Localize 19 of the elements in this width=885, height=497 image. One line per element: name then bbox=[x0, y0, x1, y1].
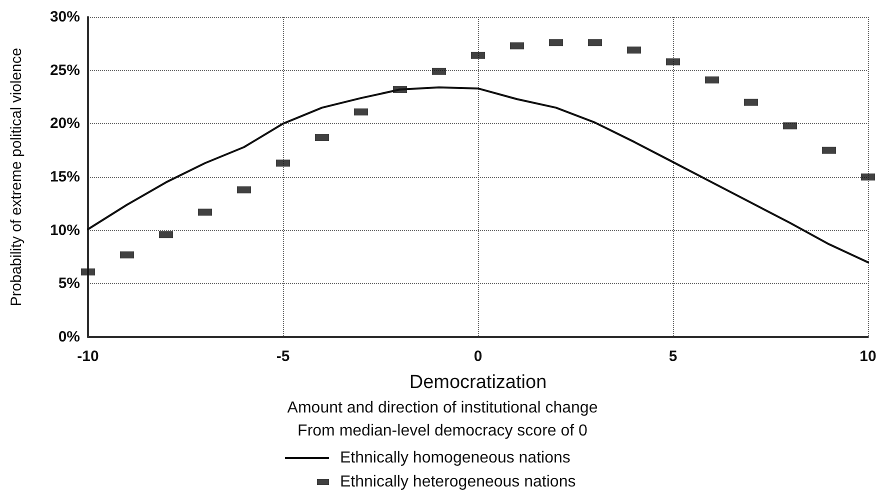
y-tick-label: 30% bbox=[50, 8, 80, 26]
text: From median-level democracy score of 0 bbox=[298, 422, 588, 440]
y-axis-title: Probability of extreme political violence bbox=[8, 48, 25, 306]
x-tick-label: 5 bbox=[668, 348, 678, 365]
text: Amount and direction of institutional change bbox=[287, 400, 598, 416]
line-series bbox=[87, 86, 869, 264]
legend-label: Ethnically heterogeneous nations bbox=[340, 474, 576, 490]
x-tick-label: 0 bbox=[474, 348, 482, 365]
y-tick-label: 10% bbox=[50, 222, 80, 239]
y-tick-label: 20% bbox=[50, 115, 80, 132]
legend-label: Ethnically homogeneous nations bbox=[340, 450, 570, 466]
x-tick-label: -5 bbox=[276, 348, 290, 365]
y-tick-label: 5% bbox=[58, 275, 80, 292]
y-tick-label: 25% bbox=[50, 62, 80, 79]
x-tick-label: -10 bbox=[77, 348, 99, 365]
y-tick-label: 0% bbox=[58, 328, 80, 346]
x-tick-label: 10 bbox=[860, 348, 876, 365]
y-tick-label: 15% bbox=[50, 168, 80, 186]
x-axis-title: Democratization bbox=[409, 372, 547, 393]
